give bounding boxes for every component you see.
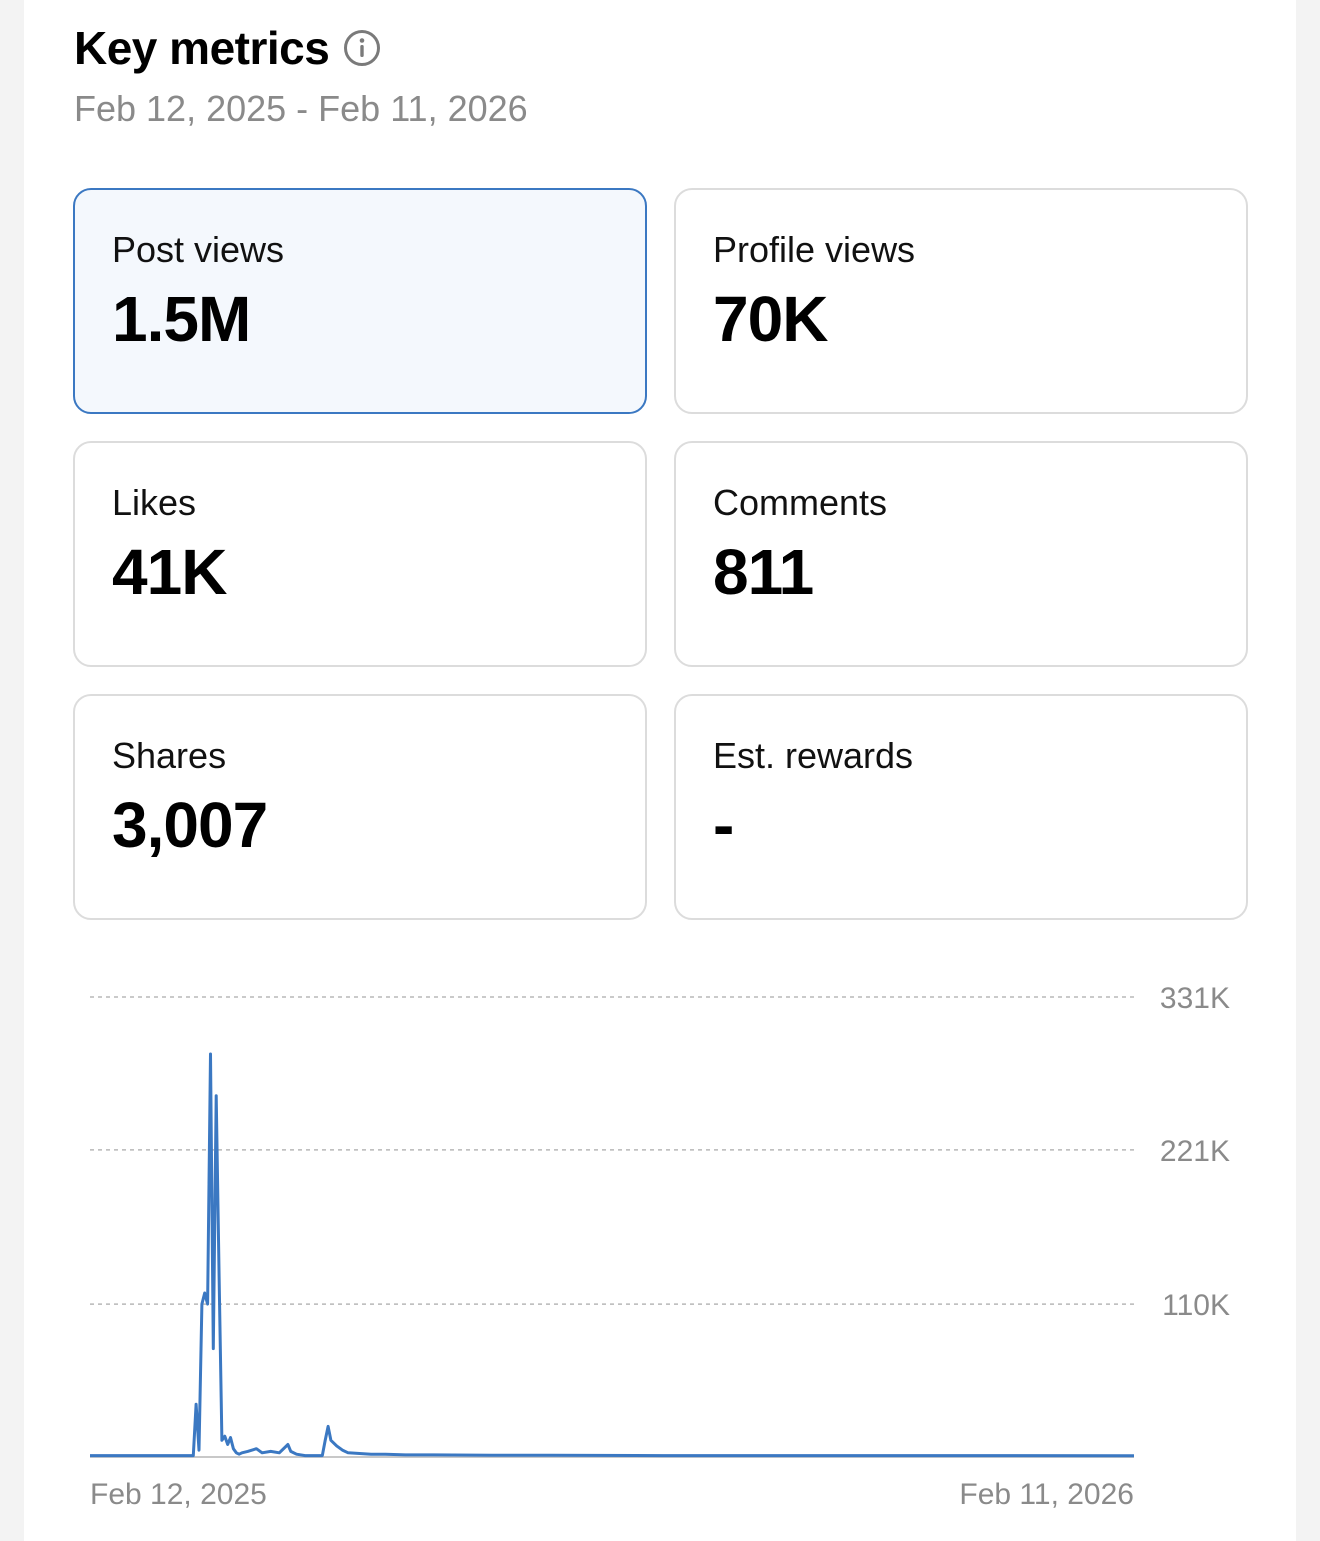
metric-card-est-rewards[interactable]: Est. rewards - <box>674 694 1248 920</box>
x-tick-end: Feb 11, 2026 <box>959 1478 1134 1511</box>
page-title: Key metrics <box>74 22 330 74</box>
metric-value: 1.5M <box>112 283 251 355</box>
metric-value: - <box>713 789 734 861</box>
metrics-grid: Post views 1.5M Profile views 70K Likes … <box>73 188 1248 920</box>
post-views-chart[interactable]: 110K 221K 331K Feb 12, 2025 Feb 11, 2026 <box>24 960 1296 1541</box>
chart-svg: 110K 221K 331K Feb 12, 2025 Feb 11, 2026 <box>90 982 1230 1511</box>
gridlines <box>90 996 1134 1305</box>
metric-label: Post views <box>112 229 285 270</box>
metric-label: Profile views <box>713 229 916 270</box>
y-tick-labels: 110K 221K 331K <box>1160 982 1230 1322</box>
metric-card-comments[interactable]: Comments 811 <box>674 441 1248 667</box>
y-tick-label: 110K <box>1162 1289 1230 1322</box>
title-row: Key metrics <box>74 20 381 76</box>
metric-card-profile-views[interactable]: Profile views 70K <box>674 188 1248 414</box>
y-tick-label: 221K <box>1160 1135 1230 1168</box>
metric-value: 41K <box>112 536 227 608</box>
date-range: Feb 12, 2025 - Feb 11, 2026 <box>74 88 528 129</box>
metric-value: 70K <box>713 283 828 355</box>
metric-label: Likes <box>112 482 197 523</box>
metric-value: 811 <box>713 536 814 608</box>
metric-card-likes[interactable]: Likes 41K <box>73 441 647 667</box>
key-metrics-panel: Key metrics Feb 12, 2025 - Feb 11, 2026 … <box>24 0 1296 1541</box>
metric-label: Comments <box>713 482 888 523</box>
x-tick-start: Feb 12, 2025 <box>90 1478 267 1511</box>
metric-label: Shares <box>112 735 227 776</box>
series-line <box>90 1052 1135 1458</box>
y-tick-label: 331K <box>1160 982 1230 1015</box>
metric-card-post-views[interactable]: Post views 1.5M <box>73 188 647 414</box>
metric-card-shares[interactable]: Shares 3,007 <box>73 694 647 920</box>
metric-value: 3,007 <box>112 789 268 861</box>
info-circle-icon[interactable] <box>343 29 381 67</box>
metric-label: Est. rewards <box>713 735 914 776</box>
